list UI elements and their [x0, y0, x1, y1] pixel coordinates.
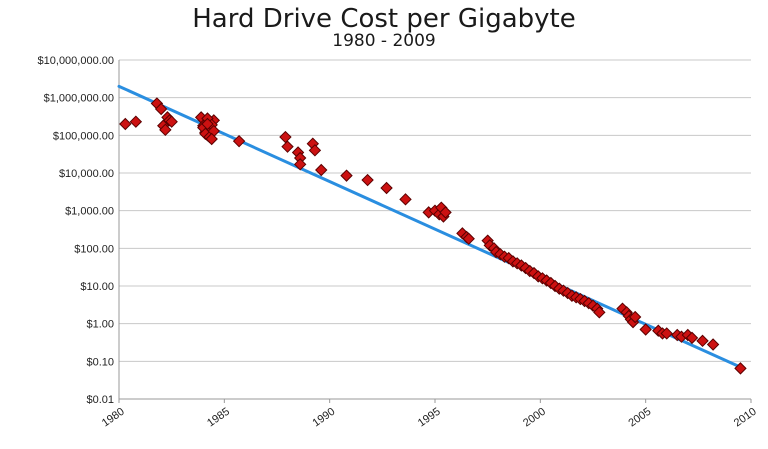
- data-point: [315, 163, 328, 177]
- data-point: [159, 123, 172, 137]
- data-point: [129, 115, 143, 128]
- data-point: [734, 362, 747, 375]
- data-point: [293, 158, 307, 171]
- data-point: [685, 331, 699, 345]
- data-points: [119, 97, 747, 375]
- y-tick-label: $100,000.00: [53, 130, 114, 142]
- data-point: [361, 173, 374, 187]
- x-tick-label: 2005: [626, 406, 653, 430]
- data-point: [628, 310, 642, 324]
- y-tick-label: $0.01: [86, 394, 114, 406]
- y-tick-label: $1.00: [86, 319, 114, 331]
- data-point: [281, 140, 294, 153]
- data-point: [593, 306, 606, 319]
- y-tick-label: $10.00: [80, 281, 114, 293]
- data-point: [462, 232, 475, 245]
- y-tick-label: $10,000.00: [59, 168, 114, 180]
- y-axis-ticks: $10,000,000.00 $1,000,000.00 $100,000.00 $1…: [38, 55, 114, 406]
- data-point: [165, 115, 178, 128]
- data-point: [340, 169, 353, 182]
- data-point: [706, 338, 720, 351]
- data-point: [154, 102, 168, 116]
- y-tick-label: $100.00: [74, 243, 114, 255]
- chart-subtitle: 1980 - 2009: [332, 31, 436, 51]
- data-point: [696, 334, 709, 348]
- data-point: [119, 117, 132, 131]
- y-tick-label: $10,000,000.00: [38, 55, 114, 67]
- chart-title: Hard Drive Cost per Gigabyte: [192, 4, 576, 34]
- data-point: [201, 117, 214, 131]
- x-tick-label: 1990: [310, 406, 337, 430]
- y-tick-label: $0.10: [86, 356, 114, 368]
- x-tick-label: 1985: [205, 406, 232, 430]
- data-point: [639, 323, 652, 336]
- data-point: [308, 144, 322, 157]
- x-tick-label: 2000: [521, 406, 548, 430]
- data-point: [380, 181, 393, 195]
- data-point: [399, 193, 412, 206]
- data-point: [232, 134, 246, 148]
- data-point: [279, 130, 292, 144]
- data-point: [439, 206, 452, 219]
- data-point: [660, 327, 673, 340]
- x-axis-ticks: 1980 1985 1990 1995 2000 2005 2010: [100, 399, 759, 430]
- y-tick-label: $1,000.00: [65, 206, 114, 218]
- x-tick-label: 1995: [416, 406, 443, 430]
- data-point: [205, 132, 218, 146]
- x-tick-label: 2010: [732, 406, 759, 430]
- y-tick-label: $1,000,000.00: [44, 93, 114, 105]
- x-tick-label: 1980: [100, 406, 127, 430]
